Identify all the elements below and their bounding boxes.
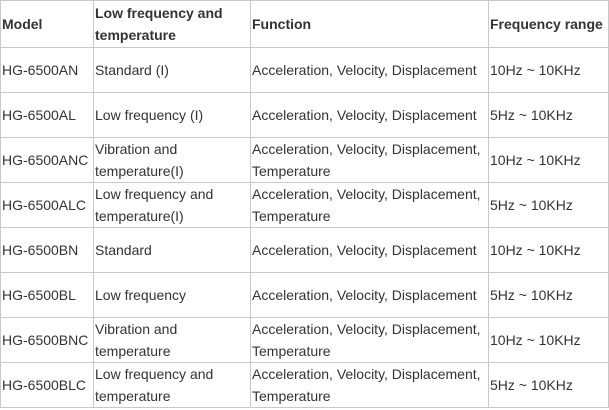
table-cell: HG-6500AN (0, 47, 94, 93)
table-body: HG-6500AN Standard (I) Acceleration, Veloc… (0, 47, 609, 408)
table-row: HG-6500AN Standard (I) Acceleration, Veloc… (0, 47, 609, 93)
table-cell: 10Hz ~ 10KHz (488, 137, 609, 183)
table-cell: HG-6500BL (0, 272, 94, 318)
table-cell: Acceleration, Velocity, Displacement, Te… (250, 137, 489, 183)
table-cell: 5Hz ~ 10KHz (488, 362, 609, 408)
table-cell: Acceleration, Velocity, Displacement, Te… (250, 182, 489, 228)
table-cell: HG-6500ALC (0, 182, 94, 228)
table-cell: HG-6500AL (0, 92, 94, 138)
table-cell: Standard (93, 227, 251, 273)
table-row: HG-6500BN Standard Acceleration, Velocity,… (0, 227, 609, 273)
header-cell: Low frequency and temperature (93, 0, 251, 48)
table-cell: 10Hz ~ 10KHz (488, 317, 609, 363)
header-cell: Frequency range (488, 0, 609, 48)
table-cell: Acceleration, Velocity, Displacement (250, 47, 489, 93)
table-cell: Low frequency (I) (93, 92, 251, 138)
table-cell: Vibration and temperature (93, 317, 251, 363)
table-cell: HG-6500BLC (0, 362, 94, 408)
table-cell: Acceleration, Velocity, Displacement, Te… (250, 362, 489, 408)
table-row: HG-6500ALC Low frequency and temperature(… (0, 182, 609, 228)
table-cell: Standard (I) (93, 47, 251, 93)
table-cell: 5Hz ~ 10KHz (488, 92, 609, 138)
table-row: HG-6500BNC Vibration and temperature Accel… (0, 317, 609, 363)
table-cell: 5Hz ~ 10KHz (488, 272, 609, 318)
table-cell: 5Hz ~ 10KHz (488, 182, 609, 228)
header-cell: Model (0, 0, 94, 48)
table-cell: Low frequency (93, 272, 251, 318)
table-cell: HG-6500BN (0, 227, 94, 273)
table-row: HG-6500BL Low frequency Acceleration, Velo… (0, 272, 609, 318)
table-cell: Acceleration, Velocity, Displacement (250, 227, 489, 273)
table-row: HG-6500BLC Low frequency and temperature A… (0, 362, 609, 408)
table-cell: Low frequency and temperature(I) (93, 182, 251, 228)
table-cell: Acceleration, Velocity, Displacement (250, 92, 489, 138)
table-cell: HG-6500ANC (0, 137, 94, 183)
header-cell: Function (250, 0, 489, 48)
header-row: Model Low frequency and temperature Functi… (0, 0, 609, 48)
table-row: HG-6500AL Low frequency (I) Acceleration, … (0, 92, 609, 138)
table-cell: Low frequency and temperature (93, 362, 251, 408)
table-cell: HG-6500BNC (0, 317, 94, 363)
table-cell: 10Hz ~ 10KHz (488, 227, 609, 273)
table-row: HG-6500ANC Vibration and temperature(I) Ac… (0, 137, 609, 183)
table-cell: Vibration and temperature(I) (93, 137, 251, 183)
table-cell: Acceleration, Velocity, Displacement (250, 272, 489, 318)
table-cell: 10Hz ~ 10KHz (488, 47, 609, 93)
table-cell: Acceleration, Velocity, Displacement, Te… (250, 317, 489, 363)
